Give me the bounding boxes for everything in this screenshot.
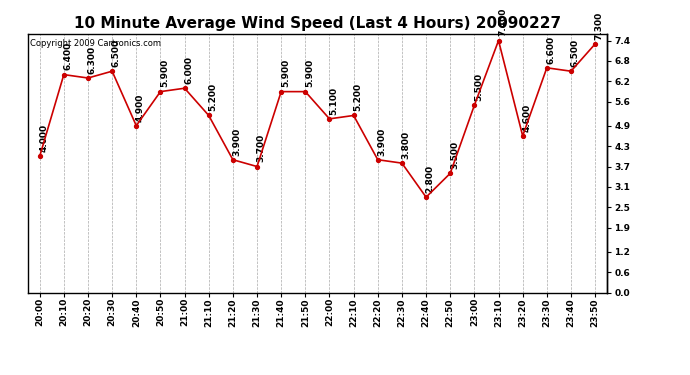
Text: 3.500: 3.500 — [450, 141, 459, 169]
Text: 6.600: 6.600 — [546, 36, 555, 64]
Text: 6.500: 6.500 — [112, 39, 121, 67]
Text: 3.900: 3.900 — [233, 127, 241, 156]
Title: 10 Minute Average Wind Speed (Last 4 Hours) 20090227: 10 Minute Average Wind Speed (Last 4 Hou… — [74, 16, 561, 31]
Text: 5.100: 5.100 — [329, 87, 338, 115]
Text: 5.900: 5.900 — [305, 59, 314, 87]
Text: 2.800: 2.800 — [426, 165, 435, 193]
Text: 5.900: 5.900 — [281, 59, 290, 87]
Text: 5.500: 5.500 — [474, 73, 483, 101]
Text: 4.900: 4.900 — [136, 93, 145, 122]
Text: 6.300: 6.300 — [88, 46, 97, 74]
Text: 3.900: 3.900 — [377, 127, 386, 156]
Text: 6.000: 6.000 — [184, 56, 193, 84]
Text: 7.400: 7.400 — [498, 8, 507, 36]
Text: 5.200: 5.200 — [208, 83, 217, 111]
Text: 6.400: 6.400 — [63, 42, 72, 70]
Text: 3.700: 3.700 — [257, 134, 266, 162]
Text: Copyright 2009 Cartronics.com: Copyright 2009 Cartronics.com — [30, 39, 161, 48]
Text: 7.300: 7.300 — [595, 12, 604, 40]
Text: 4.000: 4.000 — [39, 124, 48, 152]
Text: 3.800: 3.800 — [402, 131, 411, 159]
Text: 4.600: 4.600 — [522, 104, 531, 132]
Text: 5.900: 5.900 — [160, 59, 169, 87]
Text: 6.500: 6.500 — [571, 39, 580, 67]
Text: 5.200: 5.200 — [353, 83, 362, 111]
